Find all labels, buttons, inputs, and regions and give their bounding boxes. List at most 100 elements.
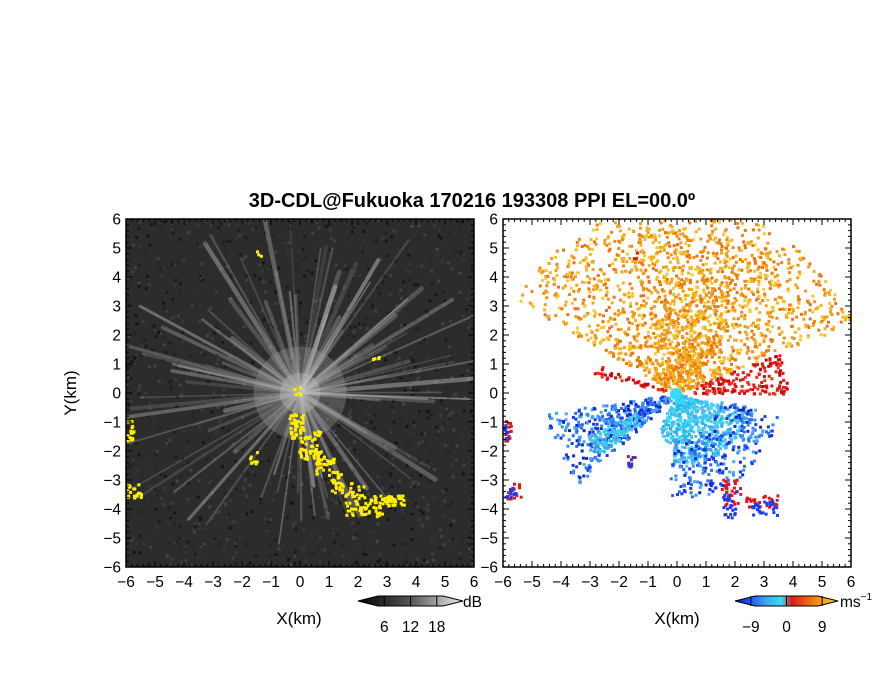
reflectivity-noise-cell <box>150 223 153 226</box>
echo-cell <box>301 413 305 417</box>
velocity-outbound-cell <box>718 339 722 343</box>
velocity-outbound-cell <box>673 379 677 383</box>
velocity-outbound-cell <box>757 355 761 359</box>
echo-cell <box>401 494 405 498</box>
reflectivity-noise-cell <box>311 387 315 391</box>
velocity-outbound-cell <box>655 375 659 379</box>
reflectivity-noise-cell <box>224 364 228 368</box>
reflectivity-noise-cell <box>305 432 309 436</box>
velocity-inbound-cell <box>590 434 594 438</box>
reflectivity-noise-cell <box>235 236 239 240</box>
velocity-outbound-cell <box>619 328 623 331</box>
reflectivity-ray <box>298 258 381 395</box>
velocity-outbound-cell <box>719 314 723 318</box>
velocity-fold-cell <box>779 369 783 373</box>
reflectivity-noise-cell <box>212 391 216 395</box>
velocity-outbound-cell <box>757 223 760 227</box>
velocity-outbound-cell <box>711 251 715 255</box>
velocity-outbound-cell <box>830 312 834 316</box>
velocity-inbound-cell <box>711 452 715 455</box>
reflectivity-noise-cell <box>162 503 166 507</box>
reflectivity-noise-cell <box>342 284 346 287</box>
echo-cell <box>289 426 293 430</box>
velocity-inbound-cell <box>606 429 610 433</box>
reflectivity-noise-cell <box>200 262 204 266</box>
velocity-outbound-cell <box>554 256 558 259</box>
velocity-outbound-cell <box>702 352 706 355</box>
velocity-outbound-cell <box>831 328 835 332</box>
velocity-outbound-cell <box>716 270 720 274</box>
velocity-inbound-cell <box>684 438 688 442</box>
velocity-outbound-cell <box>662 345 666 349</box>
reflectivity-noise-cell <box>301 248 305 252</box>
velocity-outbound-cell <box>583 243 587 247</box>
velocity-outbound-cell <box>694 347 698 351</box>
velocity-outbound-cell <box>717 355 721 359</box>
reflectivity-noise-cell <box>299 519 302 523</box>
velocity-outbound-cell <box>729 219 733 222</box>
velocity-outbound-cell <box>656 346 660 350</box>
velocity-inbound-cell <box>606 422 610 426</box>
velocity-outbound-cell <box>627 295 631 299</box>
velocity-outbound-cell <box>724 319 728 322</box>
velocity-fold-cell <box>757 384 761 388</box>
reflectivity-noise-cell <box>153 350 157 354</box>
velocity-outbound-cell <box>693 370 697 374</box>
reflectivity-noise-cell <box>294 520 298 524</box>
velocity-inbound-cell <box>641 403 644 407</box>
velocity-inbound-cell <box>619 419 623 423</box>
velocity-outbound-cell <box>744 295 748 299</box>
velocity-outbound-cell <box>669 212 672 215</box>
reflectivity-noise-cell <box>406 463 409 467</box>
echo-cell <box>373 501 377 505</box>
velocity-fold-cell <box>771 361 775 365</box>
reflectivity-noise-cell <box>278 255 282 259</box>
reflectivity-noise-cell <box>231 334 234 338</box>
velocity-inbound-cell <box>592 433 596 437</box>
velocity-inbound-cell <box>598 449 602 453</box>
reflectivity-noise-cell <box>185 313 189 316</box>
reflectivity-noise-cell <box>317 545 321 549</box>
velocity-fold-cell <box>716 377 720 381</box>
velocity-outbound-cell <box>653 342 657 345</box>
velocity-outbound-cell <box>839 320 843 324</box>
reflectivity-noise-cell <box>165 291 169 295</box>
reflectivity-ray <box>298 314 329 395</box>
velocity-inbound-cell <box>582 474 586 478</box>
velocity-fold-cell <box>764 358 768 362</box>
velocity-outbound-cell <box>695 382 698 386</box>
reflectivity-noise-cell <box>238 431 242 435</box>
velocity-outbound-cell <box>747 263 751 267</box>
velocity-outbound-cell <box>662 300 666 304</box>
velocity-outbound-cell <box>618 224 622 228</box>
echo-cell <box>305 454 308 458</box>
reflectivity-noise-cell <box>381 473 384 477</box>
velocity-fold-cell <box>763 390 767 394</box>
velocity-outbound-cell <box>592 295 596 299</box>
velocity-outbound-cell <box>683 345 687 349</box>
reflectivity-noise-cell <box>172 472 176 476</box>
velocity-outbound-cell <box>628 256 632 260</box>
velocity-outbound-cell <box>637 346 641 349</box>
y-tick-label: −6 <box>103 560 121 577</box>
velocity-inbound-cell <box>580 426 584 430</box>
reflectivity-noise-cell <box>449 412 453 416</box>
reflectivity-noise-cell <box>138 384 142 388</box>
velocity-inbound-cell <box>613 434 617 438</box>
velocity-outbound-cell <box>707 234 711 238</box>
velocity-outbound-cell <box>649 336 653 340</box>
velocity-outbound-cell <box>724 367 728 371</box>
reflectivity-noise-cell <box>224 336 228 340</box>
reflectivity-noise-cell <box>187 439 191 443</box>
velocity-outbound-cell <box>726 293 730 297</box>
reflectivity-noise-cell <box>355 533 359 537</box>
reflectivity-noise-cell <box>162 267 166 271</box>
velocity-outbound-cell <box>698 364 702 368</box>
velocity-fold-cell <box>727 379 731 383</box>
velocity-inbound-cell <box>622 434 626 438</box>
reflectivity-noise-cell <box>440 535 444 539</box>
y-tick-label: −2 <box>103 444 121 461</box>
reflectivity-noise-cell <box>316 361 320 365</box>
reflectivity-noise-cell <box>300 234 304 237</box>
velocity-outbound-cell <box>616 346 620 350</box>
